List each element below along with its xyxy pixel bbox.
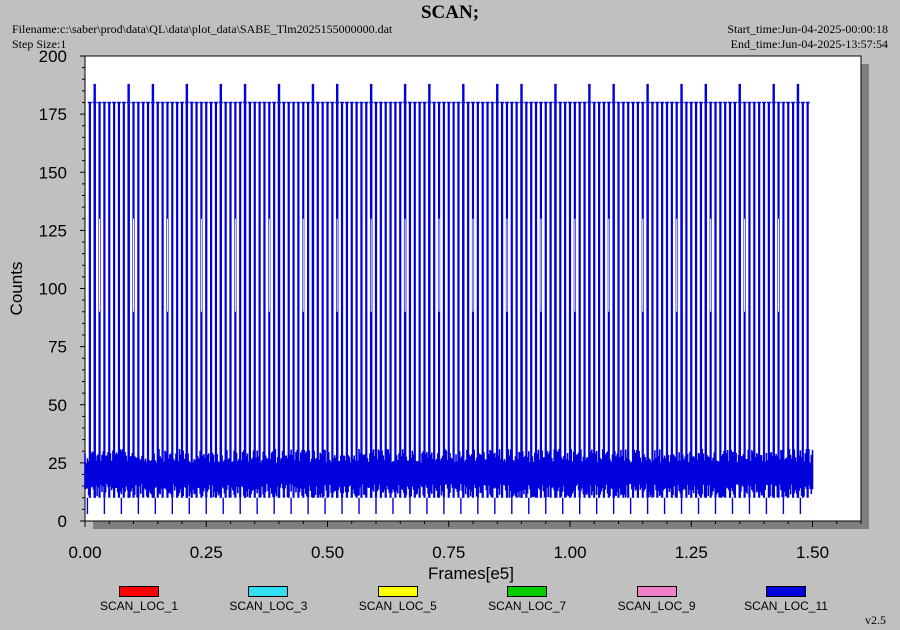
y-tick-label: 200 bbox=[39, 47, 67, 66]
y-tick-label: 100 bbox=[39, 280, 67, 299]
legend-item: SCAN_LOC_9 bbox=[602, 586, 712, 613]
x-tick-label: 0.25 bbox=[190, 543, 223, 562]
legend-swatch bbox=[507, 586, 548, 597]
start-time-label: Start_time:Jun-04-2025-00:00:18 bbox=[727, 22, 888, 36]
legend-label: SCAN_LOC_7 bbox=[488, 599, 567, 613]
x-tick-label: 1.25 bbox=[675, 543, 708, 562]
legend-swatch bbox=[377, 586, 418, 597]
legend-swatch bbox=[636, 586, 677, 597]
x-tick-label: 0.50 bbox=[311, 543, 344, 562]
filename-label: Filename:c:\saber\prod\data\QL\data\plot… bbox=[12, 22, 393, 36]
y-axis-label: Counts bbox=[7, 262, 26, 316]
legend-item: SCAN_LOC_7 bbox=[472, 586, 582, 613]
y-tick-label: 25 bbox=[48, 454, 67, 473]
y-tick-label: 125 bbox=[39, 221, 67, 240]
x-tick-label: 1.00 bbox=[553, 543, 586, 562]
legend-item: SCAN_LOC_11 bbox=[731, 586, 841, 613]
legend-swatch bbox=[248, 586, 289, 597]
y-tick-label: 0 bbox=[58, 512, 67, 531]
step-size-label: Step Size:1 bbox=[12, 37, 67, 51]
legend-item: SCAN_LOC_3 bbox=[213, 586, 323, 613]
x-tick-label: 0.00 bbox=[68, 543, 101, 562]
legend-item: SCAN_LOC_1 bbox=[84, 586, 194, 613]
version-label: v2.5 bbox=[865, 613, 886, 627]
x-tick-label: 1.50 bbox=[796, 543, 829, 562]
legend-label: SCAN_LOC_9 bbox=[617, 599, 696, 613]
x-tick-label: 0.75 bbox=[432, 543, 465, 562]
legend-item: SCAN_LOC_5 bbox=[343, 586, 453, 613]
x-axis-label: Frames[e5] bbox=[428, 564, 514, 583]
y-tick-label: 150 bbox=[39, 163, 67, 182]
legend-swatch bbox=[119, 586, 159, 597]
chart-title: SCAN; bbox=[420, 2, 480, 23]
legend-label: SCAN_LOC_11 bbox=[744, 599, 828, 613]
legend-swatch bbox=[766, 586, 806, 597]
end-time-label: End_time:Jun-04-2025-13:57:54 bbox=[730, 37, 888, 51]
y-tick-label: 175 bbox=[39, 105, 67, 124]
y-tick-label: 50 bbox=[48, 396, 67, 415]
legend-label: SCAN_LOC_1 bbox=[99, 599, 179, 613]
y-tick-label: 75 bbox=[48, 338, 67, 357]
legend-label: SCAN_LOC_5 bbox=[358, 599, 437, 613]
legend-label: SCAN_LOC_3 bbox=[229, 599, 308, 613]
